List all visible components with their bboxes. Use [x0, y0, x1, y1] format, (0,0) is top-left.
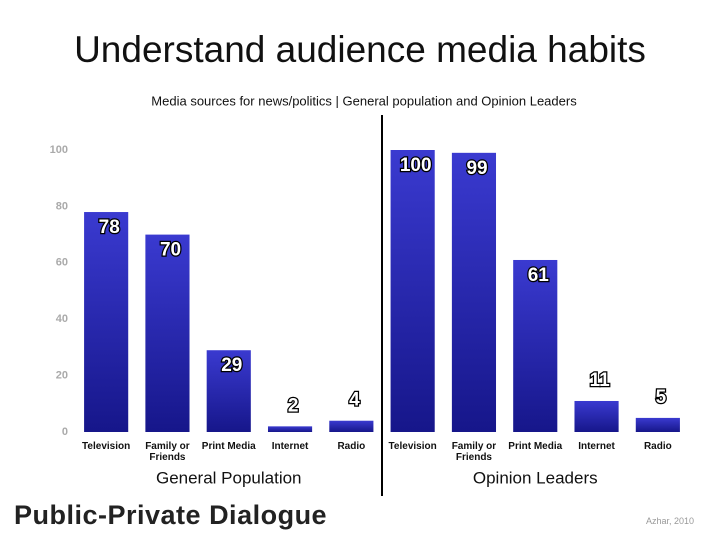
y-tick-label: 80 — [56, 200, 68, 212]
group-label: Opinion Leaders — [473, 468, 598, 487]
credit: Azhar, 2010 — [645, 516, 694, 526]
bar — [206, 350, 251, 432]
value-label: 29 — [221, 355, 242, 376]
value-label: 99 — [466, 158, 487, 179]
x-tick-label: Family or Friends — [451, 441, 497, 463]
y-tick-label: 0 — [62, 426, 68, 438]
bar — [145, 234, 190, 432]
value-label: 78 — [99, 217, 120, 238]
bar — [329, 420, 374, 432]
x-tick-label: Television — [82, 441, 131, 452]
logo: Public-Private Dialogue — [14, 500, 328, 530]
x-tick-label: Internet — [578, 441, 615, 452]
x-tick-label: Radio — [643, 441, 672, 452]
y-tick-label: 100 — [50, 144, 68, 156]
y-tick-label: 20 — [56, 370, 68, 382]
chart-title: Understand audience media habits — [74, 29, 646, 70]
value-label: 100 — [400, 155, 432, 176]
x-tick-label: Family or Friends — [145, 441, 190, 463]
x-tick-label: Radio — [337, 441, 366, 452]
x-tick-label: Internet — [271, 441, 309, 452]
value-label: 4 — [349, 390, 360, 411]
bar — [451, 152, 497, 432]
value-label: 11 — [590, 370, 611, 391]
value-label: 2 — [288, 395, 299, 416]
bar — [513, 259, 558, 432]
chart-subtitle: Media sources for news/politics | Genera… — [151, 93, 577, 108]
value-label: 70 — [160, 240, 181, 261]
bar — [390, 150, 435, 432]
x-tick-label: Print Media — [201, 441, 256, 452]
bar — [84, 212, 129, 432]
value-label: 61 — [528, 265, 550, 286]
x-tick-label: Television — [388, 441, 437, 452]
bar — [267, 426, 313, 432]
bar — [635, 417, 680, 432]
x-tick-label: Print Media — [508, 441, 563, 452]
value-label: 5 — [656, 387, 667, 408]
y-tick-label: 60 — [56, 257, 68, 269]
bar — [574, 400, 619, 432]
group-label: General Population — [156, 468, 302, 487]
y-tick-label: 40 — [56, 313, 68, 325]
